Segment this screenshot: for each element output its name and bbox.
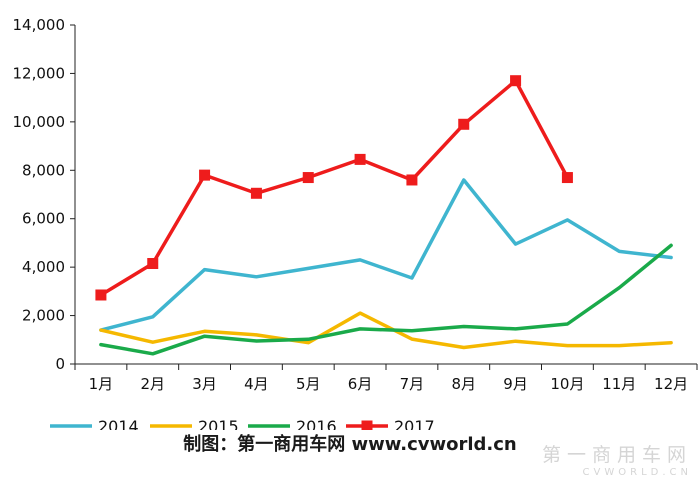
x-tick-label: 7月 [400,375,425,393]
x-tick-label: 10月 [550,375,584,393]
x-tick-label: 3月 [192,375,217,393]
y-tick-label: 14,000 [13,16,66,34]
y-axis: 0 2,000 4,000 6,000 8,000 10,000 12,000 14,000 [13,16,76,373]
series-line-2017 [99,78,570,297]
x-tick-label: 9月 [503,375,528,393]
data-point-2017 [250,187,262,199]
series-layer [95,75,673,356]
line-chart: 02,0004,0006,0008,00010,00012,00014,000 … [13,16,698,430]
data-point-2017 [302,172,314,184]
x-tick-label: 6月 [348,375,373,393]
chart-caption: 制图：第一商用车网 www.cvworld.cn [183,434,517,455]
x-tick-label: 12月 [654,375,688,393]
series-line-2016 [99,243,673,356]
y-tick-label: 4,000 [22,258,65,276]
x-axis: 1月 2月 3月 4月 5月 6月 7月 8月 9月 10月 11月 12月 [74,363,698,393]
y-tick-label: 8,000 [22,161,65,179]
legend-label-2017: 2017 [394,417,435,430]
series-line-2015 [99,311,673,350]
x-tick-label: 11月 [602,375,636,393]
x-tick-label: 5月 [296,375,321,393]
watermark-main: 第一商用车网 [541,444,692,466]
y-tick-label: 12,000 [13,64,66,82]
data-point-2017 [147,258,159,270]
data-point-2017 [406,174,418,186]
legend-label-2015: 2015 [198,417,239,430]
series-line-2014 [99,178,673,332]
data-point-2017 [354,153,366,165]
legend-label-2014: 2014 [98,417,139,430]
x-tick-label: 2月 [140,375,165,393]
legend-label-2016: 2016 [296,417,337,430]
legend-marker-2017 [361,420,373,430]
data-point-2017 [510,75,522,87]
legend: 2014 2015 2016 2017 [50,417,435,430]
y-tick-label: 10,000 [13,113,66,131]
x-tick-label: 1月 [89,375,114,393]
y-tick-label: 2,000 [22,307,65,325]
data-point-2017 [561,172,573,184]
y-tick-label: 0 [55,355,65,373]
y-tick-label: 6,000 [22,210,65,228]
x-tick-label: 8月 [451,375,476,393]
watermark-logo: 第一商用车网 CVWORLD.CN [542,440,692,478]
x-tick-label: 4月 [244,375,269,393]
watermark-sub: CVWORLD.CN [582,467,692,478]
data-point-2017 [199,169,211,181]
data-point-2017 [95,289,107,301]
data-point-2017 [458,118,470,130]
